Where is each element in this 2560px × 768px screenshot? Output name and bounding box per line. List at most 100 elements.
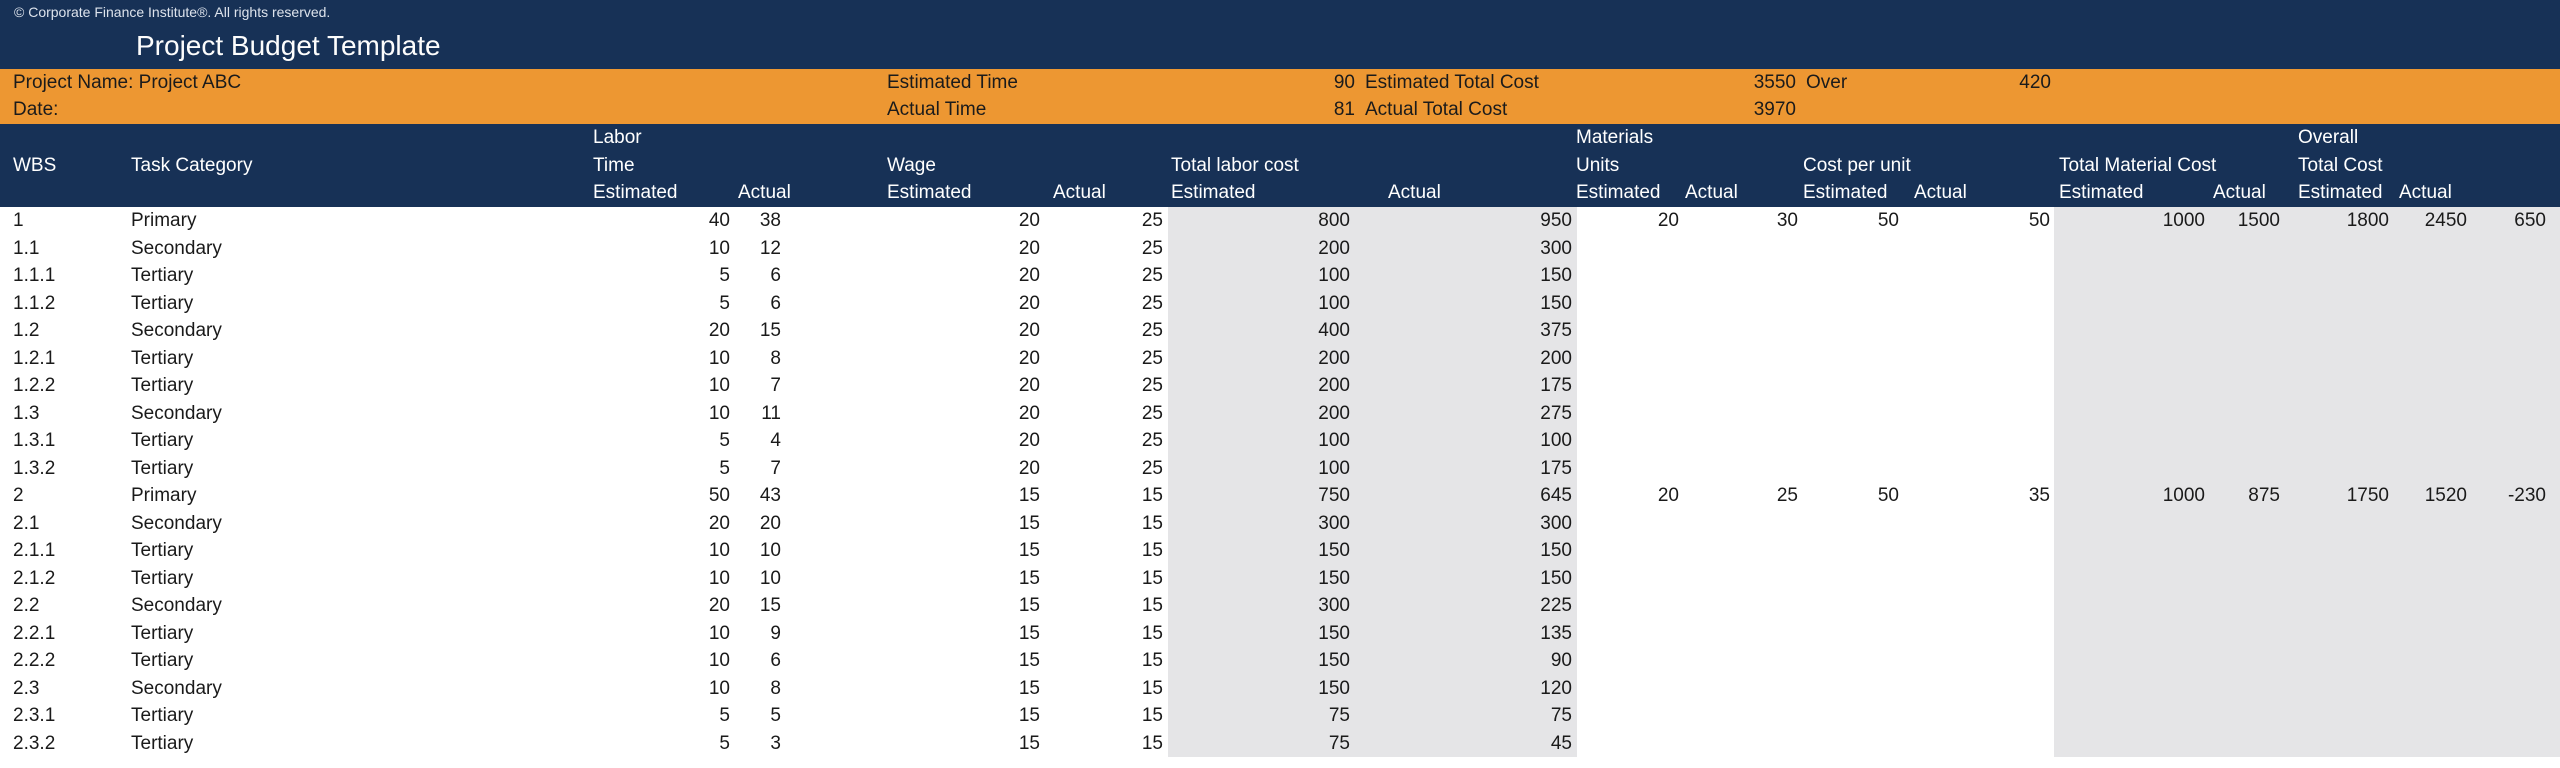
cell-total-labor-cost-actual[interactable]: 135 bbox=[1540, 622, 1572, 644]
group-header-labor[interactable]: Labor bbox=[593, 127, 642, 148]
cell-total-labor-cost-actual[interactable]: 950 bbox=[1540, 210, 1572, 231]
cell-task-category[interactable]: Tertiary bbox=[131, 540, 194, 561]
cell-time-estimated[interactable]: 5 bbox=[719, 732, 730, 754]
cell-wage-estimated[interactable]: 15 bbox=[1018, 677, 1040, 699]
cell-total-labor-cost-actual[interactable]: 375 bbox=[1540, 320, 1572, 341]
cell-total-labor-cost-estimated[interactable]: 150 bbox=[1318, 622, 1350, 644]
actual-total-cost-value[interactable]: 3970 bbox=[1753, 99, 1796, 120]
cell-cost-per-unit-estimated[interactable]: 50 bbox=[1877, 485, 1899, 506]
cell-wage-estimated[interactable]: 20 bbox=[1018, 210, 1040, 231]
cell-total-labor-cost-actual[interactable]: 150 bbox=[1540, 292, 1572, 314]
column-header-total-labor-cost[interactable]: Total labor cost bbox=[1171, 154, 1299, 176]
cell-wbs[interactable]: 2.3 bbox=[13, 677, 40, 699]
cell-total-labor-cost-actual[interactable]: 150 bbox=[1540, 265, 1572, 286]
cell-wbs[interactable]: 1.1.1 bbox=[13, 265, 56, 286]
sub-header-estimated[interactable]: Estimated bbox=[1576, 182, 1661, 203]
over-value[interactable]: 420 bbox=[2019, 72, 2051, 93]
cell-total-material-cost-estimated[interactable]: 1000 bbox=[2162, 210, 2205, 231]
cell-time-estimated[interactable]: 10 bbox=[708, 567, 730, 589]
actual-time-value[interactable]: 81 bbox=[1333, 99, 1355, 120]
cell-time-actual[interactable]: 6 bbox=[770, 292, 781, 314]
cell-total-labor-cost-estimated[interactable]: 750 bbox=[1318, 485, 1350, 506]
cell-wbs[interactable]: 2.1 bbox=[13, 512, 40, 534]
cell-cost-per-unit-actual[interactable]: 50 bbox=[2028, 210, 2050, 231]
cell-wbs[interactable]: 1.2.2 bbox=[13, 375, 56, 396]
cell-wage-estimated[interactable]: 15 bbox=[1018, 650, 1040, 671]
cell-wbs[interactable]: 1.3.1 bbox=[13, 430, 56, 451]
cell-time-estimated[interactable]: 10 bbox=[708, 402, 730, 424]
cell-total-labor-cost-estimated[interactable]: 200 bbox=[1318, 375, 1350, 396]
cell-wbs[interactable]: 2.1.2 bbox=[13, 567, 56, 589]
cell-wage-actual[interactable]: 25 bbox=[1141, 457, 1163, 479]
cell-time-estimated[interactable]: 10 bbox=[708, 540, 730, 561]
cell-task-category[interactable]: Primary bbox=[131, 485, 197, 506]
cell-units-estimated[interactable]: 20 bbox=[1657, 485, 1679, 506]
cell-wbs[interactable]: 2.2 bbox=[13, 595, 40, 616]
cell-wbs[interactable]: 2.3.1 bbox=[13, 705, 56, 726]
cell-task-category[interactable]: Tertiary bbox=[131, 705, 194, 726]
cell-time-actual[interactable]: 9 bbox=[770, 622, 781, 644]
cell-wage-actual[interactable]: 15 bbox=[1141, 622, 1163, 644]
cell-wage-actual[interactable]: 25 bbox=[1141, 292, 1163, 314]
cell-total-labor-cost-estimated[interactable]: 150 bbox=[1318, 677, 1350, 699]
cell-total-labor-cost-estimated[interactable]: 150 bbox=[1318, 540, 1350, 561]
cell-time-actual[interactable]: 6 bbox=[770, 265, 781, 286]
cell-wbs[interactable]: 2.3.2 bbox=[13, 732, 56, 754]
cell-time-estimated[interactable]: 5 bbox=[719, 705, 730, 726]
cell-wage-actual[interactable]: 25 bbox=[1141, 265, 1163, 286]
cell-task-category[interactable]: Tertiary bbox=[131, 375, 194, 396]
cell-wage-estimated[interactable]: 20 bbox=[1018, 237, 1040, 259]
cell-total-labor-cost-estimated[interactable]: 75 bbox=[1328, 732, 1350, 754]
cell-wage-actual[interactable]: 25 bbox=[1141, 430, 1163, 451]
cell-wbs[interactable]: 1.1 bbox=[13, 237, 40, 259]
cell-time-estimated[interactable]: 10 bbox=[708, 677, 730, 699]
cell-total-labor-cost-actual[interactable]: 175 bbox=[1540, 457, 1572, 479]
date-cell[interactable]: Date: bbox=[13, 99, 59, 120]
over-label[interactable]: Over bbox=[1806, 72, 1848, 93]
cell-time-actual[interactable]: 43 bbox=[759, 485, 781, 506]
cell-time-estimated[interactable]: 5 bbox=[719, 457, 730, 479]
cell-wage-estimated[interactable]: 20 bbox=[1018, 402, 1040, 424]
cell-wbs[interactable]: 2.1.1 bbox=[13, 540, 56, 561]
cell-wbs[interactable]: 1.3 bbox=[13, 402, 40, 424]
cell-wage-estimated[interactable]: 15 bbox=[1018, 567, 1040, 589]
cell-time-actual[interactable]: 7 bbox=[770, 457, 781, 479]
cell-task-category[interactable]: Primary bbox=[131, 210, 197, 231]
cell-total-labor-cost-estimated[interactable]: 75 bbox=[1328, 705, 1350, 726]
cell-total-labor-cost-estimated[interactable]: 200 bbox=[1318, 402, 1350, 424]
cell-units-actual[interactable]: 25 bbox=[1776, 485, 1798, 506]
cell-task-category[interactable]: Secondary bbox=[131, 320, 222, 341]
column-header-wage[interactable]: Wage bbox=[887, 154, 936, 176]
cell-time-estimated[interactable]: 5 bbox=[719, 292, 730, 314]
cell-task-category[interactable]: Tertiary bbox=[131, 265, 194, 286]
sub-header-actual[interactable]: Actual bbox=[1388, 182, 1441, 203]
cell-wage-estimated[interactable]: 15 bbox=[1018, 622, 1040, 644]
cell-wage-estimated[interactable]: 20 bbox=[1018, 265, 1040, 286]
cell-wage-actual[interactable]: 15 bbox=[1141, 595, 1163, 616]
cell-time-actual[interactable]: 38 bbox=[759, 210, 781, 231]
cell-task-category[interactable]: Tertiary bbox=[131, 430, 194, 451]
cell-wage-actual[interactable]: 15 bbox=[1141, 705, 1163, 726]
cell-wage-actual[interactable]: 25 bbox=[1141, 237, 1163, 259]
estimated-time-label[interactable]: Estimated Time bbox=[887, 72, 1018, 93]
cell-time-estimated[interactable]: 10 bbox=[708, 347, 730, 369]
cell-wage-estimated[interactable]: 20 bbox=[1018, 457, 1040, 479]
column-header-task-category[interactable]: Task Category bbox=[131, 154, 253, 176]
column-header-time[interactable]: Time bbox=[593, 154, 635, 176]
estimated-time-value[interactable]: 90 bbox=[1333, 72, 1355, 93]
cell-wage-estimated[interactable]: 15 bbox=[1018, 512, 1040, 534]
cell-time-actual[interactable]: 8 bbox=[770, 677, 781, 699]
cell-time-estimated[interactable]: 10 bbox=[708, 237, 730, 259]
cell-time-actual[interactable]: 3 bbox=[770, 732, 781, 754]
cell-task-category[interactable]: Tertiary bbox=[131, 457, 194, 479]
cell-time-actual[interactable]: 15 bbox=[759, 320, 781, 341]
cell-total-cost-estimated[interactable]: 1750 bbox=[2346, 485, 2389, 506]
cell-total-labor-cost-actual[interactable]: 175 bbox=[1540, 375, 1572, 396]
cell-task-category[interactable]: Secondary bbox=[131, 237, 222, 259]
cell-total-labor-cost-actual[interactable]: 200 bbox=[1540, 347, 1572, 369]
cell-total-labor-cost-actual[interactable]: 275 bbox=[1540, 402, 1572, 424]
cell-time-actual[interactable]: 20 bbox=[759, 512, 781, 534]
cell-time-actual[interactable]: 10 bbox=[759, 567, 781, 589]
cell-time-actual[interactable]: 12 bbox=[759, 237, 781, 259]
cell-total-labor-cost-actual[interactable]: 300 bbox=[1540, 512, 1572, 534]
